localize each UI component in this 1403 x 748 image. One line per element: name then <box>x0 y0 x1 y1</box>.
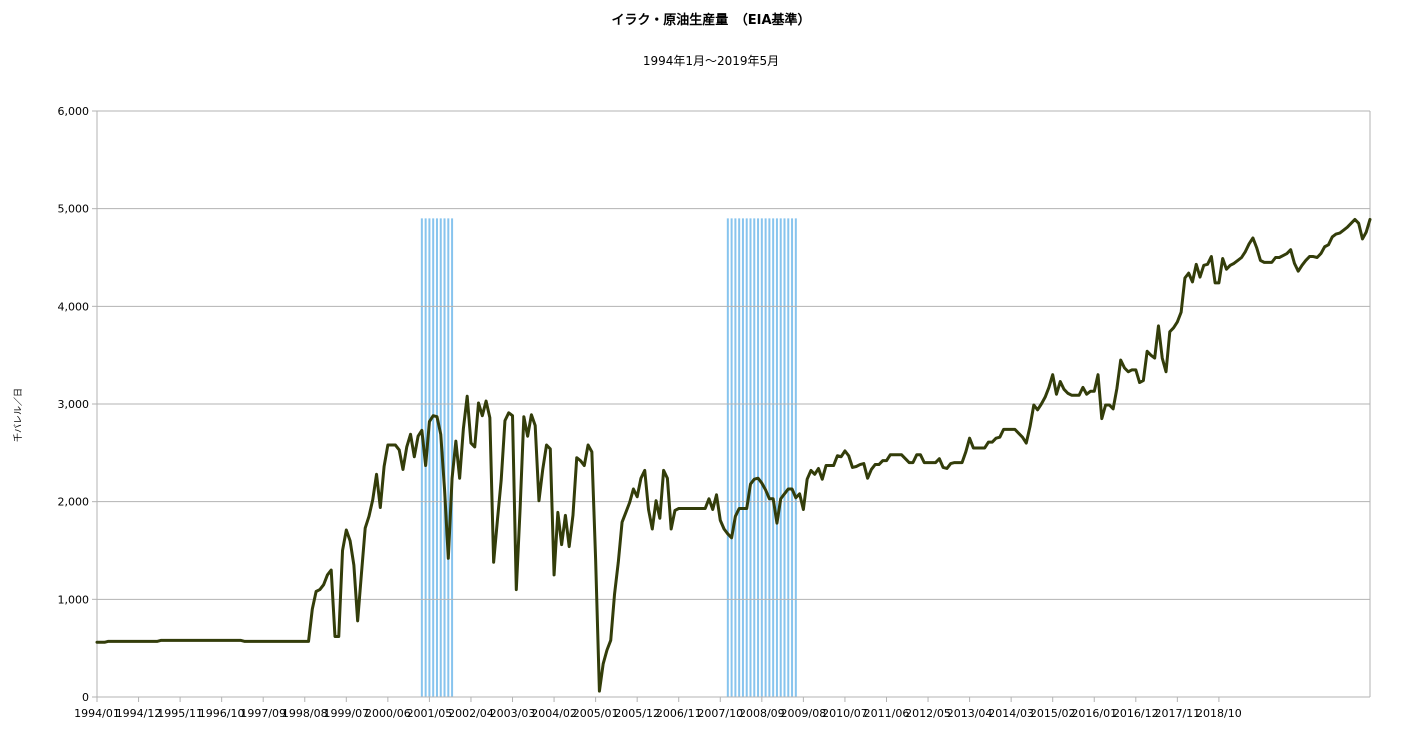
series-line <box>95 217 1372 693</box>
gridlines <box>97 110 1371 698</box>
y-tick-label: 5,000 <box>58 203 90 216</box>
x-tick-label: 2003/03 <box>490 707 536 720</box>
x-tick-label: 1994/12 <box>116 707 162 720</box>
y-axis-label: 千バレル／日 <box>13 388 24 442</box>
x-tick-label: 1994/01 <box>74 707 120 720</box>
x-tick-label: 2008/09 <box>739 707 785 720</box>
shaded-periods <box>420 218 797 697</box>
y-tick-label: 4,000 <box>58 300 90 313</box>
x-tick-label: 2000/06 <box>365 707 411 720</box>
x-tick-label: 2002/04 <box>448 707 494 720</box>
y-tick-label: 3,000 <box>58 398 90 411</box>
x-tick-label: 2001/05 <box>407 707 453 720</box>
x-tick-label: 2004/02 <box>531 707 577 720</box>
x-tick-label: 2017/11 <box>1154 707 1200 720</box>
x-tick-label: 1996/10 <box>199 707 245 720</box>
x-tick-label: 2016/01 <box>1071 707 1117 720</box>
x-tick-label: 2007/10 <box>697 707 743 720</box>
axes: 01,0002,0003,0004,0005,0006,0001994/0119… <box>58 105 1370 720</box>
x-tick-label: 2010/07 <box>822 707 868 720</box>
x-tick-label: 2006/11 <box>656 707 702 720</box>
x-tick-label: 2016/12 <box>1113 707 1159 720</box>
x-tick-label: 2013/04 <box>947 707 993 720</box>
x-tick-label: 1999/07 <box>323 707 369 720</box>
x-tick-label: 2015/02 <box>1030 707 1076 720</box>
series-layer <box>95 217 1372 693</box>
y-tick-label: 6,000 <box>58 105 90 118</box>
x-tick-label: 1998/08 <box>282 707 328 720</box>
x-tick-label: 1997/09 <box>240 707 286 720</box>
x-tick-label: 2014/03 <box>988 707 1034 720</box>
y-tick-label: 1,000 <box>58 593 90 606</box>
x-tick-label: 1995/11 <box>157 707 203 720</box>
x-tick-label: 2011/06 <box>864 707 910 720</box>
x-tick-label: 2012/05 <box>905 707 951 720</box>
x-tick-label: 2005/12 <box>614 707 660 720</box>
x-tick-label: 2005/01 <box>573 707 619 720</box>
y-tick-label: 2,000 <box>58 496 90 509</box>
chart-title: イラク・原油生産量 （EIA基準） <box>611 12 810 28</box>
y-tick-label: 0 <box>82 691 89 704</box>
chart-subtitle: 1994年1月～2019年5月 <box>643 54 779 68</box>
x-tick-label: 2009/08 <box>781 707 827 720</box>
x-tick-label: 2018/10 <box>1196 707 1242 720</box>
